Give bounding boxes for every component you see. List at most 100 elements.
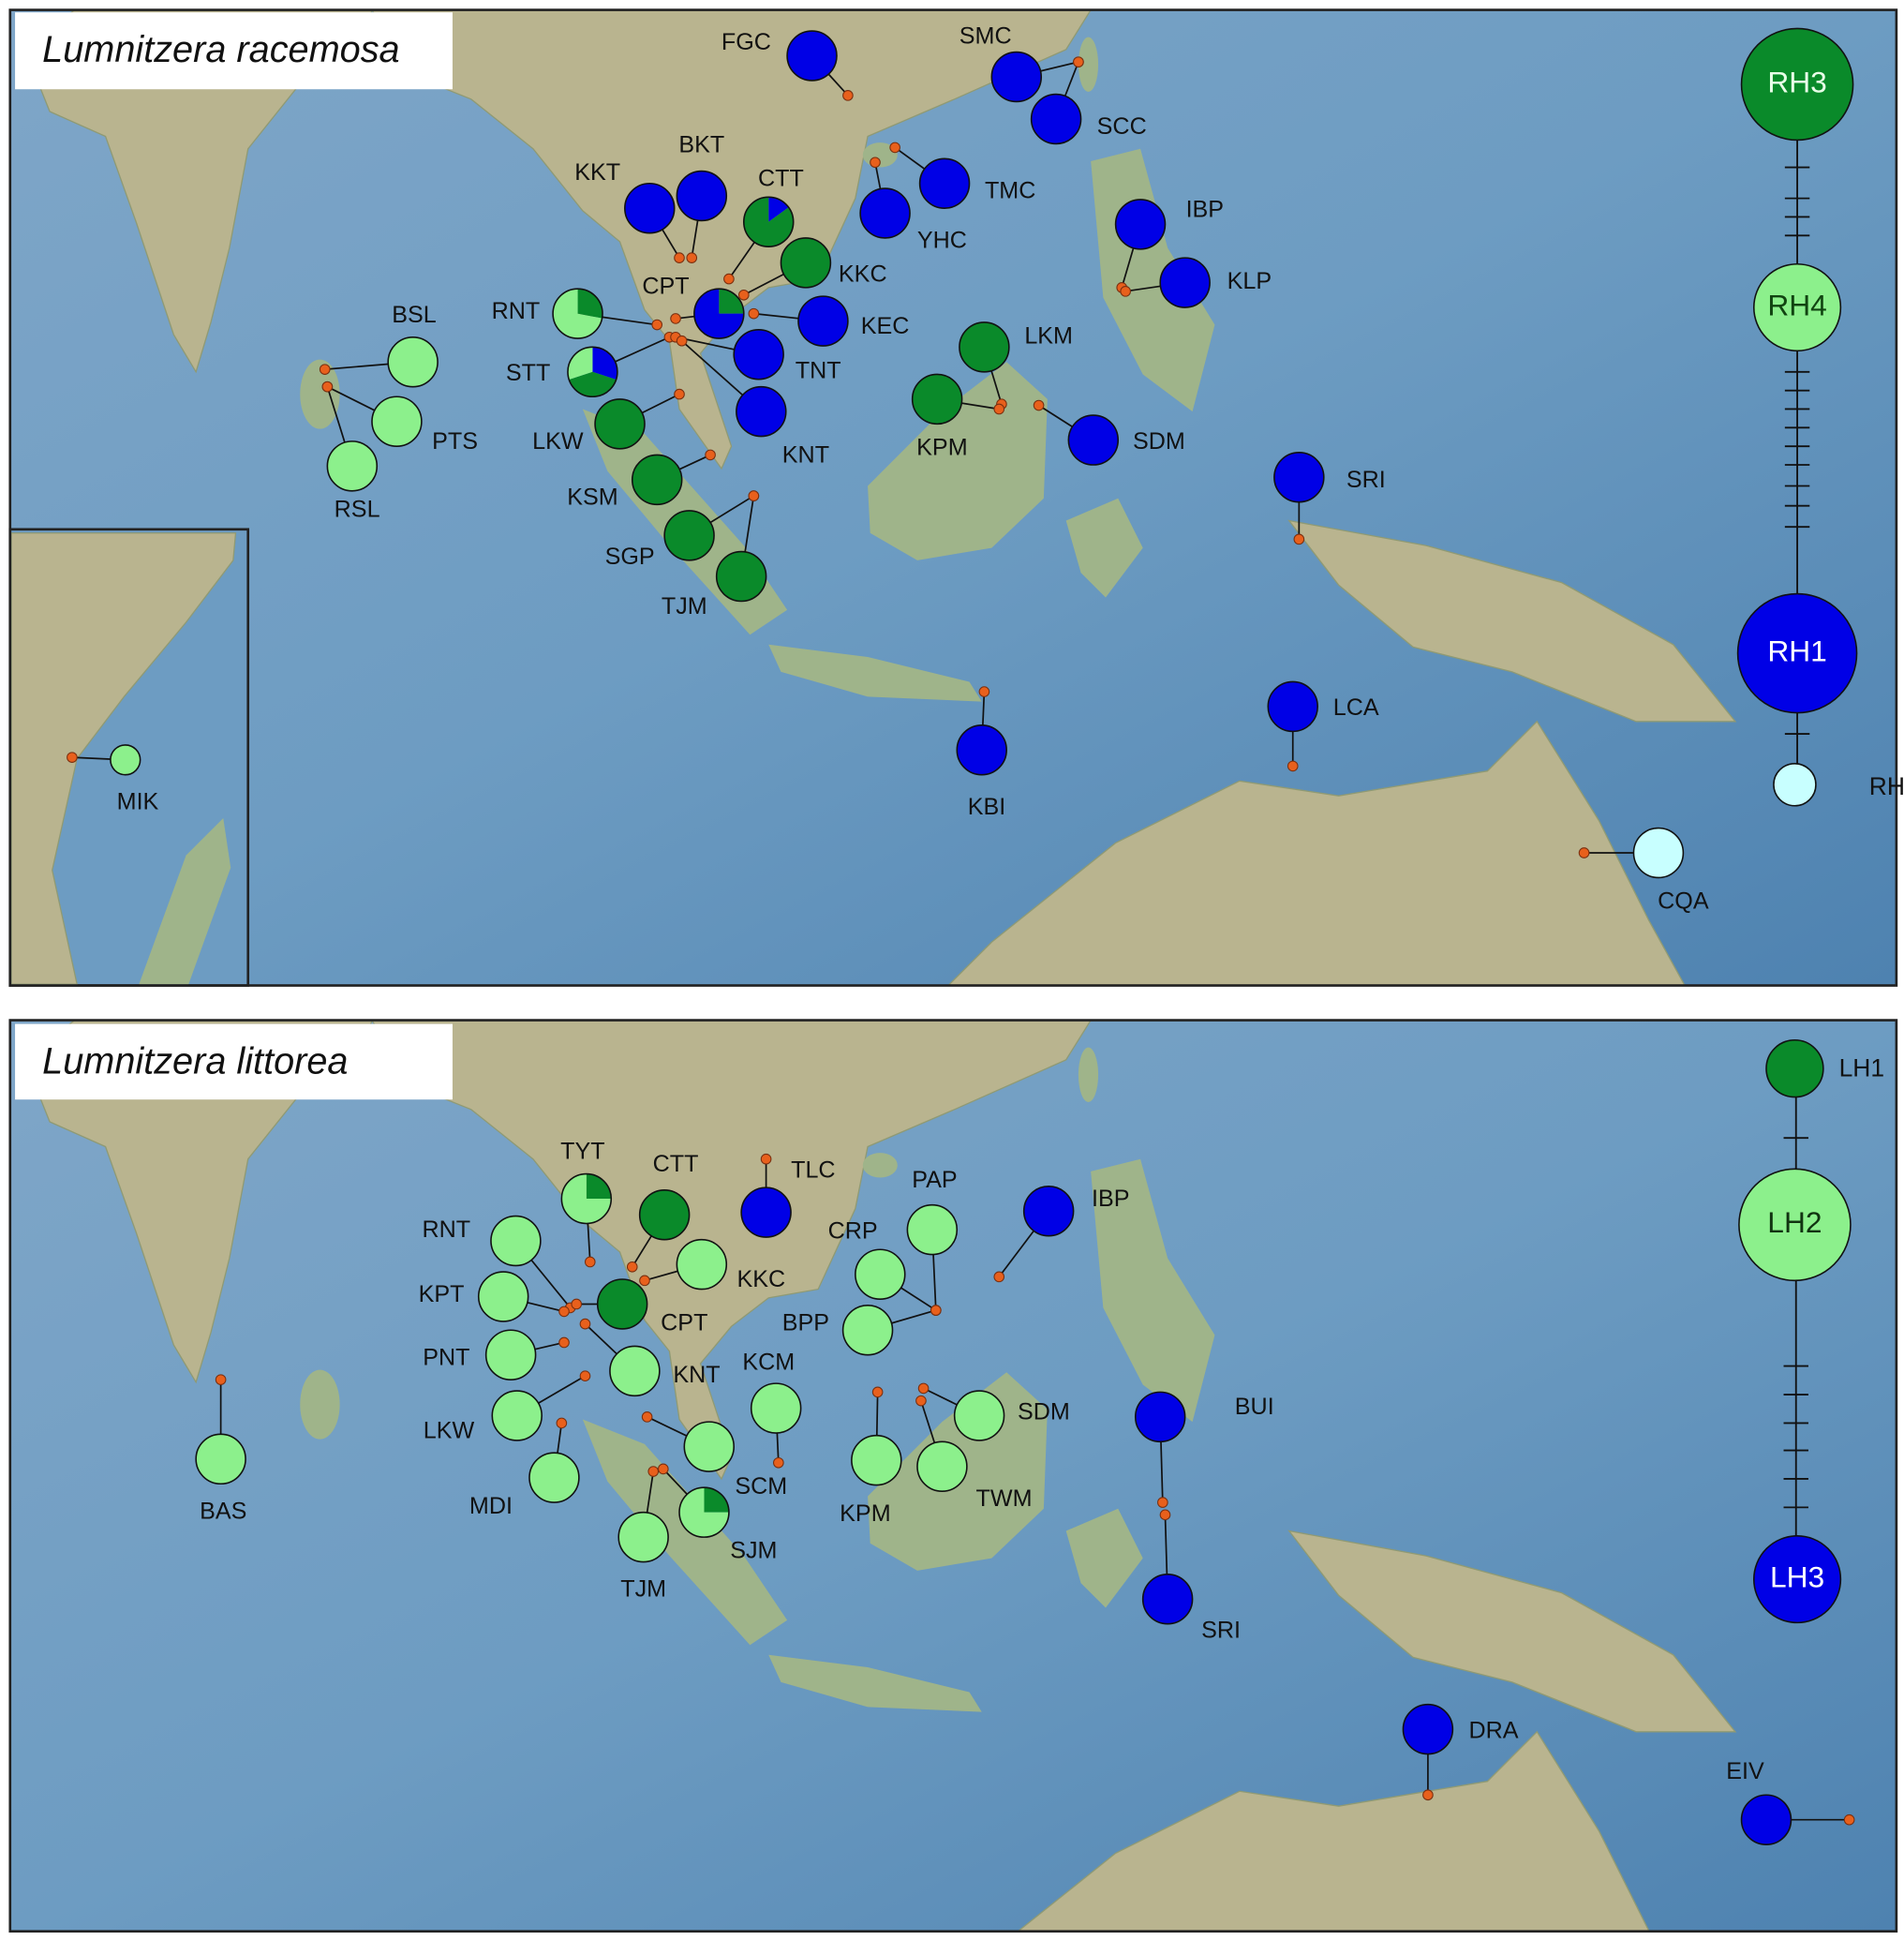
site-circle <box>326 440 379 492</box>
site-circle <box>1067 414 1120 466</box>
site-outline <box>567 346 618 398</box>
haplotype-label: LH3 <box>1770 1559 1824 1593</box>
sample-point <box>723 273 735 285</box>
site-circle <box>780 237 832 289</box>
site-label: BUI <box>1235 1394 1274 1420</box>
haplotype-circle <box>1752 1535 1842 1624</box>
sample-point <box>215 1374 227 1385</box>
haplotype-label: LH2 <box>1767 1205 1822 1239</box>
site-circle <box>750 1382 802 1434</box>
site-label: CQA <box>1658 888 1709 915</box>
sample-point <box>686 252 698 263</box>
site-label: TJM <box>662 593 707 619</box>
site-label: EIV <box>1726 1758 1764 1784</box>
sample-point <box>1159 1509 1171 1521</box>
site-label: RNT <box>492 298 541 324</box>
sample-point <box>558 1306 570 1318</box>
site-label: KCM <box>742 1350 795 1376</box>
site-circle <box>855 1248 906 1300</box>
sample-point <box>1033 399 1045 411</box>
haplotype-circle <box>1765 1038 1824 1098</box>
pie-wedge <box>586 1173 612 1200</box>
pie-wedge <box>679 1487 729 1538</box>
site-circle <box>1740 1794 1792 1845</box>
sample-point <box>1073 56 1084 67</box>
sample-point <box>842 90 854 101</box>
site-label: SGP <box>605 544 655 570</box>
site-circle <box>1632 827 1685 879</box>
sample-point <box>748 490 760 501</box>
pie-wedge <box>704 1487 729 1513</box>
site-label: SRI <box>1346 467 1386 493</box>
site-circle <box>956 724 1007 776</box>
site-circle <box>990 51 1043 103</box>
site-circle <box>528 1452 580 1503</box>
site-circle <box>1114 199 1167 250</box>
site-circle <box>851 1434 902 1486</box>
site-circle <box>596 1278 648 1330</box>
site-circle <box>624 182 676 234</box>
site-label: KKC <box>839 261 887 287</box>
site-circle <box>918 157 971 210</box>
marks: BSL PTS RSL RNT STT CPT CTT KKT BKT KKC KEC TNT KNT L… <box>67 22 1904 1845</box>
panel-racemosa: Lumnitzera racemosa <box>8 8 1898 987</box>
site-circle <box>906 1203 959 1256</box>
site-label: KSM <box>567 484 617 510</box>
site-circle <box>916 1440 968 1492</box>
haplotype-label: RH4 <box>1767 288 1826 321</box>
pie-wedge <box>719 289 744 314</box>
site-label: IBP <box>1186 196 1225 222</box>
site-circle <box>617 1511 669 1563</box>
sample-point <box>993 1271 1005 1283</box>
sample-point <box>978 686 990 697</box>
site-circle <box>683 1421 736 1472</box>
site-circle <box>736 385 787 438</box>
site-circle <box>1141 1574 1194 1625</box>
pie-wedge <box>768 197 789 222</box>
site-circle <box>594 398 646 450</box>
site-label: KEC <box>861 313 910 339</box>
site-circle <box>676 1238 728 1291</box>
haplotype-label: RH1 <box>1767 634 1826 667</box>
site-label: KBI <box>968 794 1006 820</box>
site-label: TYT <box>560 1139 604 1165</box>
sample-point <box>1157 1497 1168 1508</box>
site-label: TNT <box>796 357 841 383</box>
panel-title: Lumnitzera littorea <box>42 1040 348 1082</box>
site-circle <box>477 1271 529 1322</box>
site-label: PTS <box>432 428 478 455</box>
site-circle <box>911 373 963 425</box>
site-circle <box>786 30 838 82</box>
site-circle <box>1134 1391 1186 1443</box>
site-label: IBP <box>1092 1186 1130 1212</box>
site-circle <box>1267 680 1318 733</box>
site-outline <box>693 288 745 339</box>
site-label: BSL <box>392 302 437 328</box>
site-circle <box>1273 451 1325 503</box>
sample-point <box>321 381 334 393</box>
site-circle <box>638 1188 691 1241</box>
site-label: RNT <box>423 1216 471 1243</box>
site-label: LKW <box>424 1417 475 1443</box>
haplotype-circle <box>1738 1168 1852 1282</box>
site-circle <box>387 336 439 388</box>
pie-wedge <box>553 289 602 339</box>
sample-point <box>870 157 881 169</box>
site-circle <box>715 550 767 603</box>
sample-point <box>1422 1789 1434 1801</box>
sample-point <box>639 1275 650 1287</box>
site-label: SDM <box>1018 1399 1070 1425</box>
site-label: LKW <box>532 428 584 455</box>
panel-frame <box>8 8 1898 987</box>
sample-point <box>993 403 1005 415</box>
sample-point <box>915 1395 927 1407</box>
sample-point <box>1293 533 1305 545</box>
haplotype-circle <box>1752 262 1842 352</box>
site-label: CPT <box>661 1309 707 1336</box>
sample-point <box>760 1153 772 1165</box>
sample-point <box>657 1463 669 1475</box>
site-circle <box>740 1186 792 1238</box>
sample-point <box>737 289 750 301</box>
